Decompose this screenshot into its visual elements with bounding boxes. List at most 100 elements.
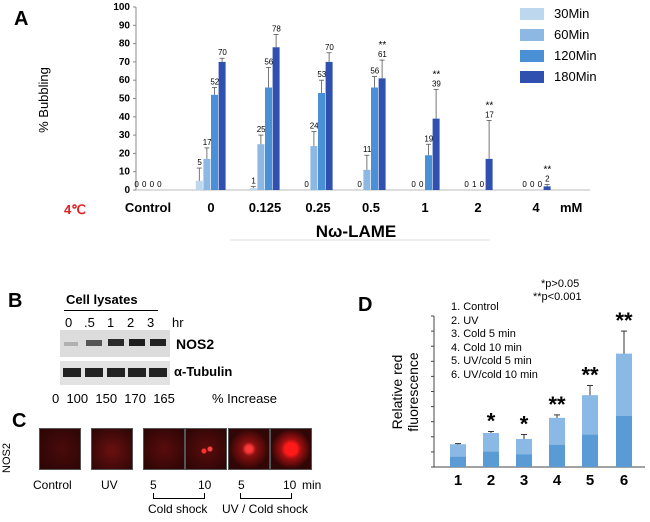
chart-a-bar: [203, 158, 211, 190]
chart-a-data-label: 56: [370, 67, 379, 76]
chart-a-bar: [318, 93, 325, 190]
tubulin-band: [107, 368, 125, 377]
chart-a-bar: [257, 144, 265, 190]
chart-a-bar: [218, 61, 226, 191]
chart-a-data-label: 0: [480, 180, 485, 189]
legend-item: 6. UV/cold 10 min: [451, 368, 538, 381]
micrograph-uv: [91, 428, 133, 470]
chart-a-data-label: 0: [530, 180, 535, 189]
chart-a-y-tick-label: 70: [119, 57, 131, 68]
legend-item: 3. Cold 5 min: [451, 328, 516, 340]
increase-values: 0 100 150 170 165: [52, 391, 175, 406]
label-cold-5: 5: [150, 478, 157, 492]
chart-a-data-label: 52: [210, 78, 219, 87]
time-label: .5: [84, 315, 95, 330]
chart-a-bar: [485, 158, 493, 190]
chart-d-bar-highlight: [483, 433, 499, 452]
chart-a-y-tick-label: 20: [119, 148, 131, 159]
chart-d-x-tick-label: 2: [487, 472, 495, 489]
chart-d-ylabel: Relative red: [389, 355, 405, 430]
chart-a-data-label: 61: [378, 50, 387, 59]
panel-a-letter: A: [14, 8, 29, 30]
chart-a-data-label: 39: [432, 79, 441, 88]
chart-a-data-label: 70: [325, 43, 334, 52]
chart-a-y-tick-label: 60: [119, 75, 131, 86]
legend-item: 1. Control: [451, 301, 499, 313]
four-c-label: 4℃: [64, 202, 86, 217]
time-unit: hr: [172, 315, 184, 330]
chart-a-significance-star: **: [379, 40, 387, 51]
chart-d-ylabel: fluorescence: [405, 352, 421, 432]
micrograph-cold-5: [143, 428, 185, 470]
nos2-band: [150, 339, 166, 346]
group-cold-shock: Cold shock: [148, 502, 208, 516]
chart-a-data-label: 70: [218, 48, 227, 57]
time-labels: 0 .5 1 2 3: [62, 315, 172, 331]
chart-a-bar: [272, 47, 280, 191]
chart-d-x-tick-label: 1: [454, 472, 462, 489]
chart-a-data-label: 53: [317, 70, 326, 79]
increase-label: % Increase: [212, 391, 278, 406]
chart-d-x-tick-label: 5: [586, 472, 594, 489]
sig-note-2: **p<0.001: [533, 291, 582, 303]
micrograph-uv-cold-10: [270, 428, 312, 470]
panel-d-legend: 1. Control 2. UV 3. Cold 5 min 4. Cold 1…: [451, 301, 538, 382]
chart-a-data-label: 78: [272, 24, 281, 33]
label-cold-10: 10: [198, 478, 212, 492]
chart-a-data-label: 0: [538, 180, 543, 189]
micrograph-uv-cold-5: [228, 428, 270, 470]
chart-a-data-label: 0: [150, 180, 155, 189]
chart-a-legend-swatch: [520, 50, 544, 62]
panel-d-letter: D: [358, 294, 373, 316]
chart-a-legend-swatch: [520, 71, 544, 83]
label-uv-cold-10: 10: [283, 478, 297, 492]
nos2-band: [129, 339, 145, 346]
chart-d-bar-highlight: [516, 439, 532, 455]
chart-d-significance-star: *: [520, 412, 529, 437]
chart-a-legend-swatch: [520, 8, 544, 20]
tubulin-band: [63, 368, 81, 377]
label-uv: UV: [101, 478, 118, 492]
nos2-band-label: NOS2: [176, 336, 215, 352]
label-min-unit: min: [302, 478, 322, 492]
chart-a-x-tick-label: 0.5: [362, 200, 380, 215]
chart-a-significance-star: **: [544, 165, 552, 176]
chart-a-data-label: 0: [134, 180, 139, 189]
time-label: 0: [65, 315, 73, 330]
chart-a-data-label: 0: [304, 180, 309, 189]
chart-a-x-tick-label: 4: [532, 200, 540, 215]
chart-a-data-label: 0: [357, 180, 362, 189]
chart-a-data-label: 25: [257, 125, 266, 134]
chart-a-x-tick-label: 0: [207, 200, 214, 215]
chart-a-bar: [310, 146, 318, 190]
chart-a-data-label: 17: [485, 110, 494, 119]
chart-a-data-label: 0: [522, 180, 527, 189]
chart-a-x-unit: mM: [560, 200, 582, 215]
chart-a-legend-label: 180Min: [554, 69, 597, 84]
chart-a-bar: [543, 186, 551, 190]
chart-d-bar-highlight: [582, 395, 598, 435]
chart-a-y-tick-label: 10: [119, 167, 131, 178]
chart-a-data-label: 19: [424, 134, 433, 143]
chart-a-data-label: 0: [157, 180, 162, 189]
time-label: 3: [147, 315, 155, 330]
chart-a-legend-label: 60Min: [554, 27, 589, 42]
chart-d-significance-star: **: [615, 308, 633, 333]
cell-lysates-header: Cell lysates: [66, 292, 138, 307]
tubulin-band: [149, 368, 167, 377]
chart-d-significance-star: **: [581, 362, 599, 387]
chart-a-x-tick-label: 0.125: [249, 200, 282, 215]
chart-a-bar: [265, 87, 272, 190]
chart-a-x-tick-label: 0.25: [305, 200, 330, 215]
chart-d-bar-highlight: [549, 417, 565, 445]
chart-a-y-tick-label: 30: [119, 130, 131, 141]
label-uv-cold-5: 5: [238, 478, 245, 492]
chart-d-bar-highlight: [450, 444, 466, 457]
chart-a-data-label: 11: [363, 145, 372, 154]
chart-a-bar: [432, 118, 440, 190]
tubulin-band: [128, 368, 146, 377]
nos2-band: [108, 339, 124, 346]
time-label: 1: [107, 315, 115, 330]
cell-lysates-bracket: [64, 310, 158, 311]
chart-a-y-tick-label: 50: [119, 94, 131, 105]
